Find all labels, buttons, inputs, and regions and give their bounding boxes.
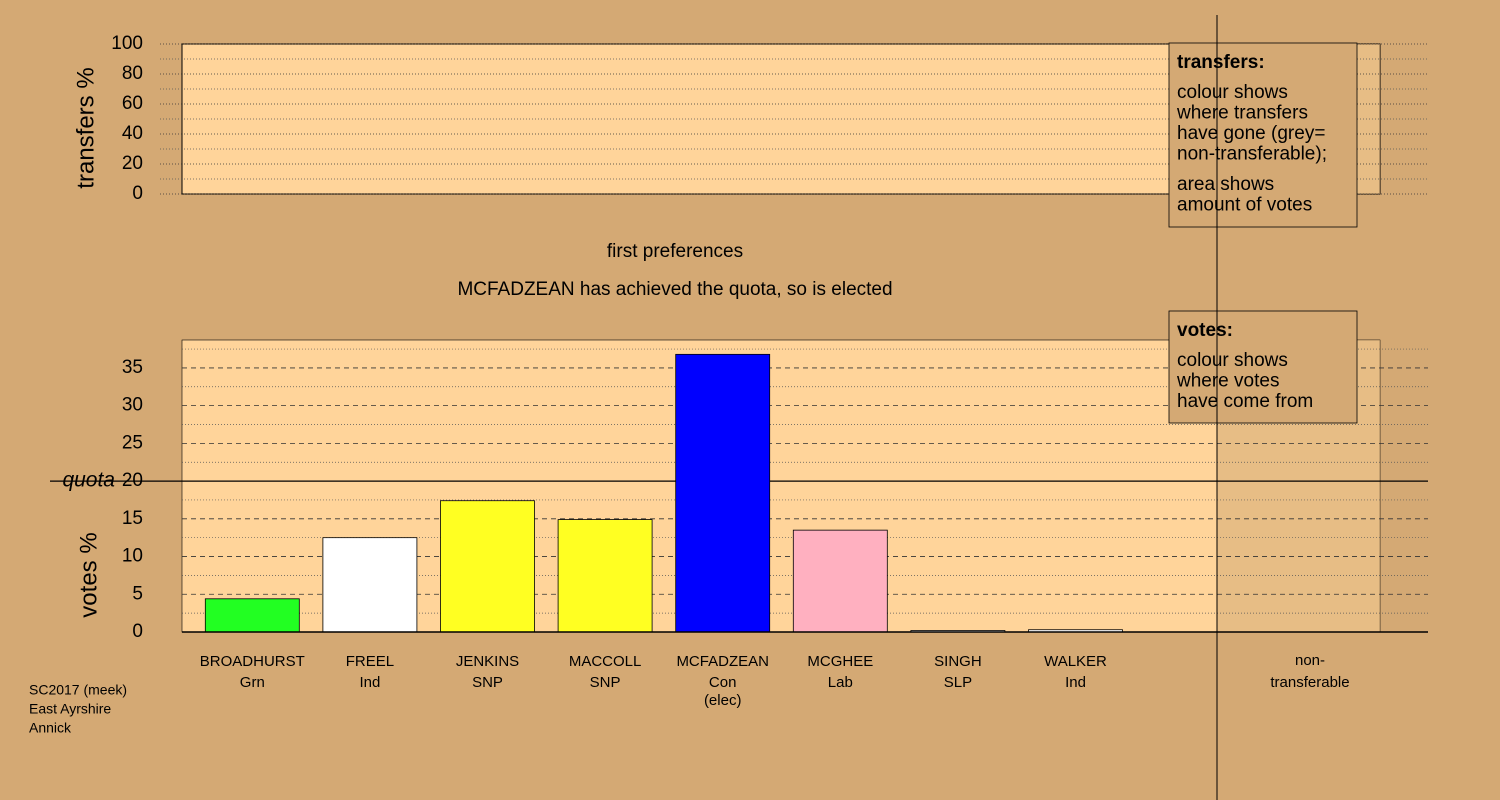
- bar: [557, 519, 653, 633]
- party-label: Grn: [240, 674, 265, 691]
- y-tick-label: 80: [122, 63, 143, 84]
- y-tick-label: 0: [132, 183, 143, 204]
- y-tick-label: 40: [122, 123, 143, 144]
- bar: [440, 500, 535, 633]
- party-label: SLP: [944, 674, 972, 691]
- candidate-name: MCFADZEAN: [676, 653, 769, 670]
- extra-column-label: transferable: [1270, 674, 1349, 691]
- y-axis-label: transfers %: [72, 67, 99, 188]
- y-tick-label: 5: [132, 583, 143, 604]
- y-tick-label: 10: [122, 546, 143, 567]
- chart-subtitle: MCFADZEAN has achieved the quota, so is …: [457, 279, 892, 300]
- party-label: Ind: [359, 674, 380, 691]
- candidate-name: BROADHURST: [200, 653, 305, 670]
- y-tick-label: 60: [122, 93, 143, 114]
- candidate-name: FREEL: [346, 653, 394, 670]
- party-label: SNP: [472, 674, 503, 691]
- legend-text: area shows: [1177, 174, 1274, 195]
- legend-text: where votes: [1176, 371, 1279, 392]
- party-label: Lab: [828, 674, 853, 691]
- y-axis-label: votes %: [75, 532, 102, 617]
- y-tick-label: 25: [122, 432, 143, 453]
- y-tick-label: 20: [122, 153, 143, 174]
- y-tick-label: 35: [122, 357, 143, 378]
- status-note: (elec): [704, 692, 742, 709]
- bar: [792, 529, 888, 633]
- party-label: Con: [709, 674, 737, 691]
- legend-text: colour shows: [1177, 82, 1288, 103]
- candidate-name: MCGHEE: [807, 653, 873, 670]
- y-tick-label: 100: [111, 33, 143, 54]
- chart-title: first preferences: [607, 241, 743, 262]
- legend-box: [1168, 310, 1358, 424]
- legend-text: have gone (grey=: [1177, 123, 1325, 144]
- quota-label: quota: [62, 469, 115, 492]
- footer-text: East Ayrshire: [29, 701, 111, 717]
- y-tick-label: 15: [122, 508, 143, 529]
- candidate-name: JENKINS: [456, 653, 519, 670]
- legend-text: colour shows: [1177, 350, 1288, 371]
- party-label: SNP: [590, 674, 621, 691]
- legend-box: [1168, 42, 1358, 228]
- candidate-name: MACCOLL: [569, 653, 642, 670]
- party-label: Ind: [1065, 674, 1086, 691]
- footer-text: SC2017 (meek): [29, 682, 127, 698]
- legend-text: where transfers: [1176, 103, 1308, 124]
- candidate-name: WALKER: [1044, 653, 1107, 670]
- bar: [322, 537, 418, 633]
- legend-title: transfers:: [1177, 52, 1265, 73]
- legend-text: non-transferable);: [1177, 144, 1327, 165]
- bar: [675, 353, 771, 633]
- legend-title: votes:: [1177, 320, 1233, 341]
- footer-text: Annick: [29, 720, 72, 736]
- legend-text: have come from: [1177, 391, 1313, 412]
- y-tick-label: 30: [122, 395, 143, 416]
- legend-text: amount of votes: [1177, 195, 1312, 216]
- bar: [204, 598, 300, 633]
- extra-column-label: non-: [1295, 652, 1325, 669]
- candidate-name: SINGH: [934, 653, 982, 670]
- y-tick-label: 0: [132, 621, 143, 642]
